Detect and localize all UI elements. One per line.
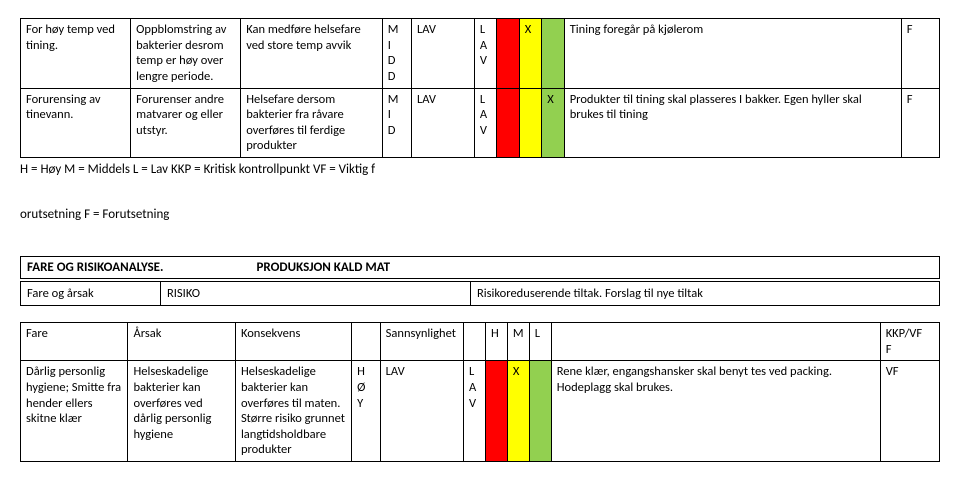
cell-yellow: X (519, 19, 541, 89)
hdr-m: M (507, 323, 529, 361)
table-row: For høy temp ved tining.Oppblomstring av… (21, 19, 940, 89)
box-mid: RISIKO (161, 282, 471, 306)
table-row: Dårlig personlig hygiene; Smitte fra hen… (21, 361, 940, 462)
cell-lav: L A V (464, 361, 486, 462)
hdr-h: H (485, 323, 507, 361)
section-title-left: FARE OG RISIKOANALYSE. (27, 260, 163, 275)
box-right: Risikoreduserende tiltak. Forslag til ny… (471, 282, 940, 306)
cell-green (542, 19, 564, 89)
hdr-kkp: KKP/VF F (880, 323, 939, 361)
cell-lav: L A V (474, 88, 496, 158)
cell-fare: Dårlig personlig hygiene; Smitte fra hen… (21, 361, 128, 462)
cell-midd: M I D (382, 88, 411, 158)
cell-tiltak: Rene klær, engangshansker skal benyt tes… (551, 361, 880, 462)
cell-kkp: VF (880, 361, 939, 462)
cell-tiltak: Tining foregår på kjølerom (564, 19, 901, 89)
section2-box: Fare og årsak RISIKO Risikoreduserende t… (20, 281, 940, 306)
cell-red (497, 19, 519, 89)
hdr-arsak: Årsak (128, 323, 235, 361)
hdr-kons: Konsekvens (235, 323, 351, 361)
cell-red (497, 88, 519, 158)
cell-arsak: Oppblomstring av bakterier desrom temp e… (131, 19, 241, 89)
cell-yellow (519, 88, 541, 158)
table-row: Forurensing av tinevann.Forurenser andre… (21, 88, 940, 158)
cell-kons: Helsefare dersom bakterier fra råvare ov… (241, 88, 383, 158)
cell-fare: For høy temp ved tining. (21, 19, 131, 89)
risk-table-1: For høy temp ved tining.Oppblomstring av… (20, 18, 940, 158)
hdr-fare: Fare (21, 323, 128, 361)
cell-yellow: X (507, 361, 529, 462)
cell-tiltak: Produkter til tining skal plasseres I ba… (564, 88, 901, 158)
cell-kkp: F (901, 19, 939, 89)
cell-kkp: F (901, 88, 939, 158)
cell-sann: LAV (411, 88, 474, 158)
hdr-l: L (529, 323, 551, 361)
hdr-tiltak (551, 323, 880, 361)
hdr-lav (464, 323, 486, 361)
cell-midd: H Ø Y (352, 361, 381, 462)
cell-green: X (542, 88, 564, 158)
cell-midd: M I D D (382, 19, 411, 89)
cell-arsak: Forurenser andre matvarer og eller utsty… (131, 88, 241, 158)
cell-green (529, 361, 551, 462)
section2-title: FARE OG RISIKOANALYSE. PRODUKSJON KALD M… (20, 256, 940, 279)
hdr-sann: Sannsynlighet (380, 323, 463, 361)
cell-kons: Kan medføre helsefare ved store temp avv… (241, 19, 383, 89)
legend-line-1: H = Høy M = Middels L = Lav KKP = Kritis… (20, 162, 940, 177)
cell-kons: Helseskadelige bakterier kan overføres t… (235, 361, 351, 462)
risk-table-2: FareÅrsakKonsekvens Sannsynlighet HML KKP/V… (20, 322, 940, 462)
box-left: Fare og årsak (21, 282, 161, 306)
table-header-row: FareÅrsakKonsekvens Sannsynlighet HML KKP/V… (21, 323, 940, 361)
cell-lav: L A V (474, 19, 496, 89)
legend-line-2: orutsetning F = Forutsetning (20, 207, 940, 222)
hdr-midd (352, 323, 381, 361)
cell-sann: LAV (411, 19, 474, 89)
cell-sann: LAV (380, 361, 463, 462)
cell-red (485, 361, 507, 462)
section-title-right: PRODUKSJON KALD MAT (257, 260, 391, 275)
cell-fare: Forurensing av tinevann. (21, 88, 131, 158)
cell-arsak: Helseskadelige bakterier kan overføres v… (128, 361, 235, 462)
